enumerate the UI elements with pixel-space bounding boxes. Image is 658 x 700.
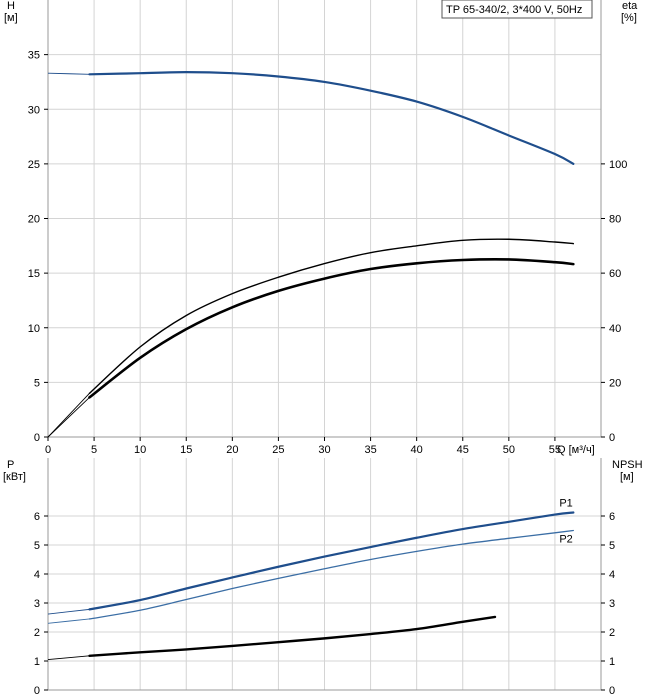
head-x-tick-label: 45 [457,444,469,456]
head-axis-label: H [7,0,15,12]
head-left-tick-label: 10 [28,323,40,335]
head-x-tick-label: 55 [549,444,561,456]
power-series-2-extension [47,655,90,660]
power-series-label-p2: P2 [559,534,572,546]
power-axis-label: P [7,459,14,471]
chart-title: TP 65-340/2, 3*400 V, 50Hz [446,4,582,16]
power-chart-grid [47,458,602,691]
power-right-tick-label: 5 [609,540,615,552]
head-left-tick-label: 35 [28,50,40,62]
power-left-tick-label: 3 [34,598,40,610]
power-left-tick-label: 2 [34,627,40,639]
power-left-tick-label: 5 [34,540,40,552]
head-right-tick-label: 60 [609,268,621,280]
head-chart-grid [47,0,602,438]
npsh-axis-unit: [м] [620,471,634,483]
power-series-0-extension [47,608,90,615]
head-x-tick-label: 25 [272,444,284,456]
head-series-0-extension [47,72,90,75]
head-right-tick-label: 80 [609,214,621,226]
head-left-tick-label: 30 [28,104,40,116]
power-chart-ticks: 0 1 2 3 4 5 6 0 1 2 3 4 5 6 [34,511,615,697]
head-chart-title-box: TP 65-340/2, 3*400 V, 50Hz [441,0,593,19]
power-right-tick-label: 0 [609,685,615,697]
power-series-1-extension [47,618,90,624]
head-series-2-line [88,258,575,399]
power-left-tick-label: 1 [34,656,40,668]
power-right-tick-label: 2 [609,627,615,639]
head-right-tick-label: 40 [609,323,621,335]
head-x-tick-label: 5 [91,444,97,456]
head-x-tick-label: 0 [45,444,51,456]
power-left-tick-label: 6 [34,511,40,523]
head-x-tick-label: 50 [503,444,515,456]
efficiency-axis-unit: [%] [621,12,637,24]
head-series-0-line [88,71,575,165]
head-efficiency-chart: 0 5 10 15 20 25 30 35 0 20 40 60 80 100 0 5 10 15 20 25 30 35… [4,0,638,456]
efficiency-axis-label: eta [622,0,638,12]
power-npsh-chart: P1 P2 0 1 2 3 4 5 6 0 1 2 3 4 5 6 P [кВт] NPSH [м] [3,458,643,697]
power-left-tick-label: 4 [34,569,40,581]
power-series-1-line [88,529,574,620]
power-right-tick-label: 3 [609,598,615,610]
power-series-2-line [88,615,497,657]
flow-axis-label: Q [м³/ч] [557,444,595,456]
head-chart-curves [47,71,575,438]
head-series-1-line [88,238,575,394]
npsh-axis-label: NPSH [612,459,643,471]
head-x-tick-label: 35 [364,444,376,456]
head-right-tick-label: 0 [609,432,615,444]
head-x-tick-label: 15 [180,444,192,456]
head-x-tick-label: 30 [318,444,330,456]
head-x-tick-label: 10 [134,444,146,456]
head-chart-ticks: 0 5 10 15 20 25 30 35 0 20 40 60 80 100 0 5 10 15 20 25 30 35… [28,50,628,456]
head-left-tick-label: 20 [28,214,40,226]
head-left-tick-label: 25 [28,159,40,171]
head-series-2-extension [47,397,90,438]
power-series-label-p1: P1 [559,498,572,510]
head-x-tick-label: 20 [226,444,238,456]
power-right-tick-label: 1 [609,656,615,668]
power-left-tick-label: 0 [34,685,40,697]
power-chart-curves: P1 P2 [47,498,575,660]
power-series-0-line [88,511,575,611]
power-axis-unit: [кВт] [3,471,26,483]
head-left-tick-label: 15 [28,268,40,280]
head-right-tick-label: 100 [609,159,627,171]
head-axis-unit: [м] [4,12,18,24]
head-left-tick-label: 5 [34,377,40,389]
head-x-tick-label: 40 [411,444,423,456]
power-right-tick-label: 6 [609,511,615,523]
power-right-tick-label: 4 [609,569,615,581]
head-right-tick-label: 20 [609,377,621,389]
head-left-tick-label: 0 [34,432,40,444]
